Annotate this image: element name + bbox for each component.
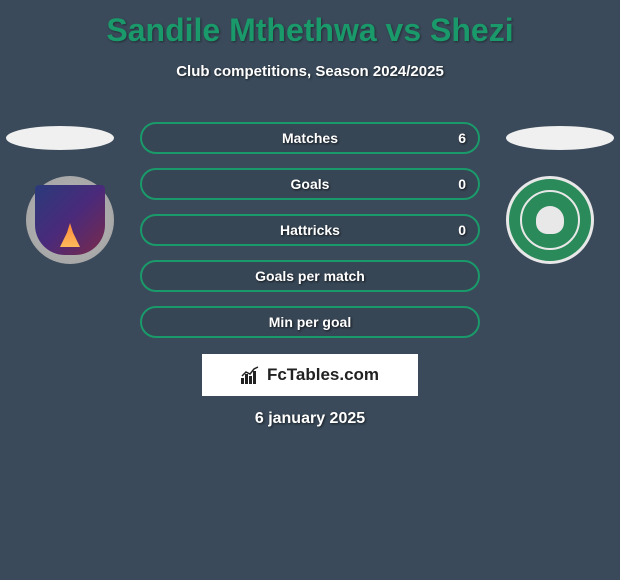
subtitle: Club competitions, Season 2024/2025	[0, 63, 620, 80]
club-logo-left	[26, 176, 114, 264]
stat-value-right: 0	[458, 222, 466, 238]
club-badge-right	[520, 190, 580, 250]
stat-row-hattricks: Hattricks 0	[140, 214, 480, 246]
brand-box: FcTables.com	[202, 354, 418, 396]
chart-icon	[241, 366, 263, 384]
stat-label: Goals per match	[255, 268, 365, 284]
stat-row-matches: Matches 6	[140, 122, 480, 154]
stat-row-goals: Goals 0	[140, 168, 480, 200]
page-title: Sandile Mthethwa vs Shezi	[0, 0, 620, 49]
stat-label: Matches	[282, 130, 338, 146]
stat-row-min-per-goal: Min per goal	[140, 306, 480, 338]
date-text: 6 january 2025	[0, 410, 620, 428]
club-badge-left	[35, 185, 105, 255]
stat-value-right: 6	[458, 130, 466, 146]
stat-label: Min per goal	[269, 314, 351, 330]
stat-label: Hattricks	[280, 222, 340, 238]
stat-value-right: 0	[458, 176, 466, 192]
stat-row-goals-per-match: Goals per match	[140, 260, 480, 292]
player-avatar-right	[506, 126, 614, 150]
stat-label: Goals	[291, 176, 330, 192]
club-logo-right	[506, 176, 594, 264]
stats-container: Matches 6 Goals 0 Hattricks 0 Goals per …	[140, 122, 480, 352]
player-avatar-left	[6, 126, 114, 150]
brand-text: FcTables.com	[267, 365, 379, 385]
